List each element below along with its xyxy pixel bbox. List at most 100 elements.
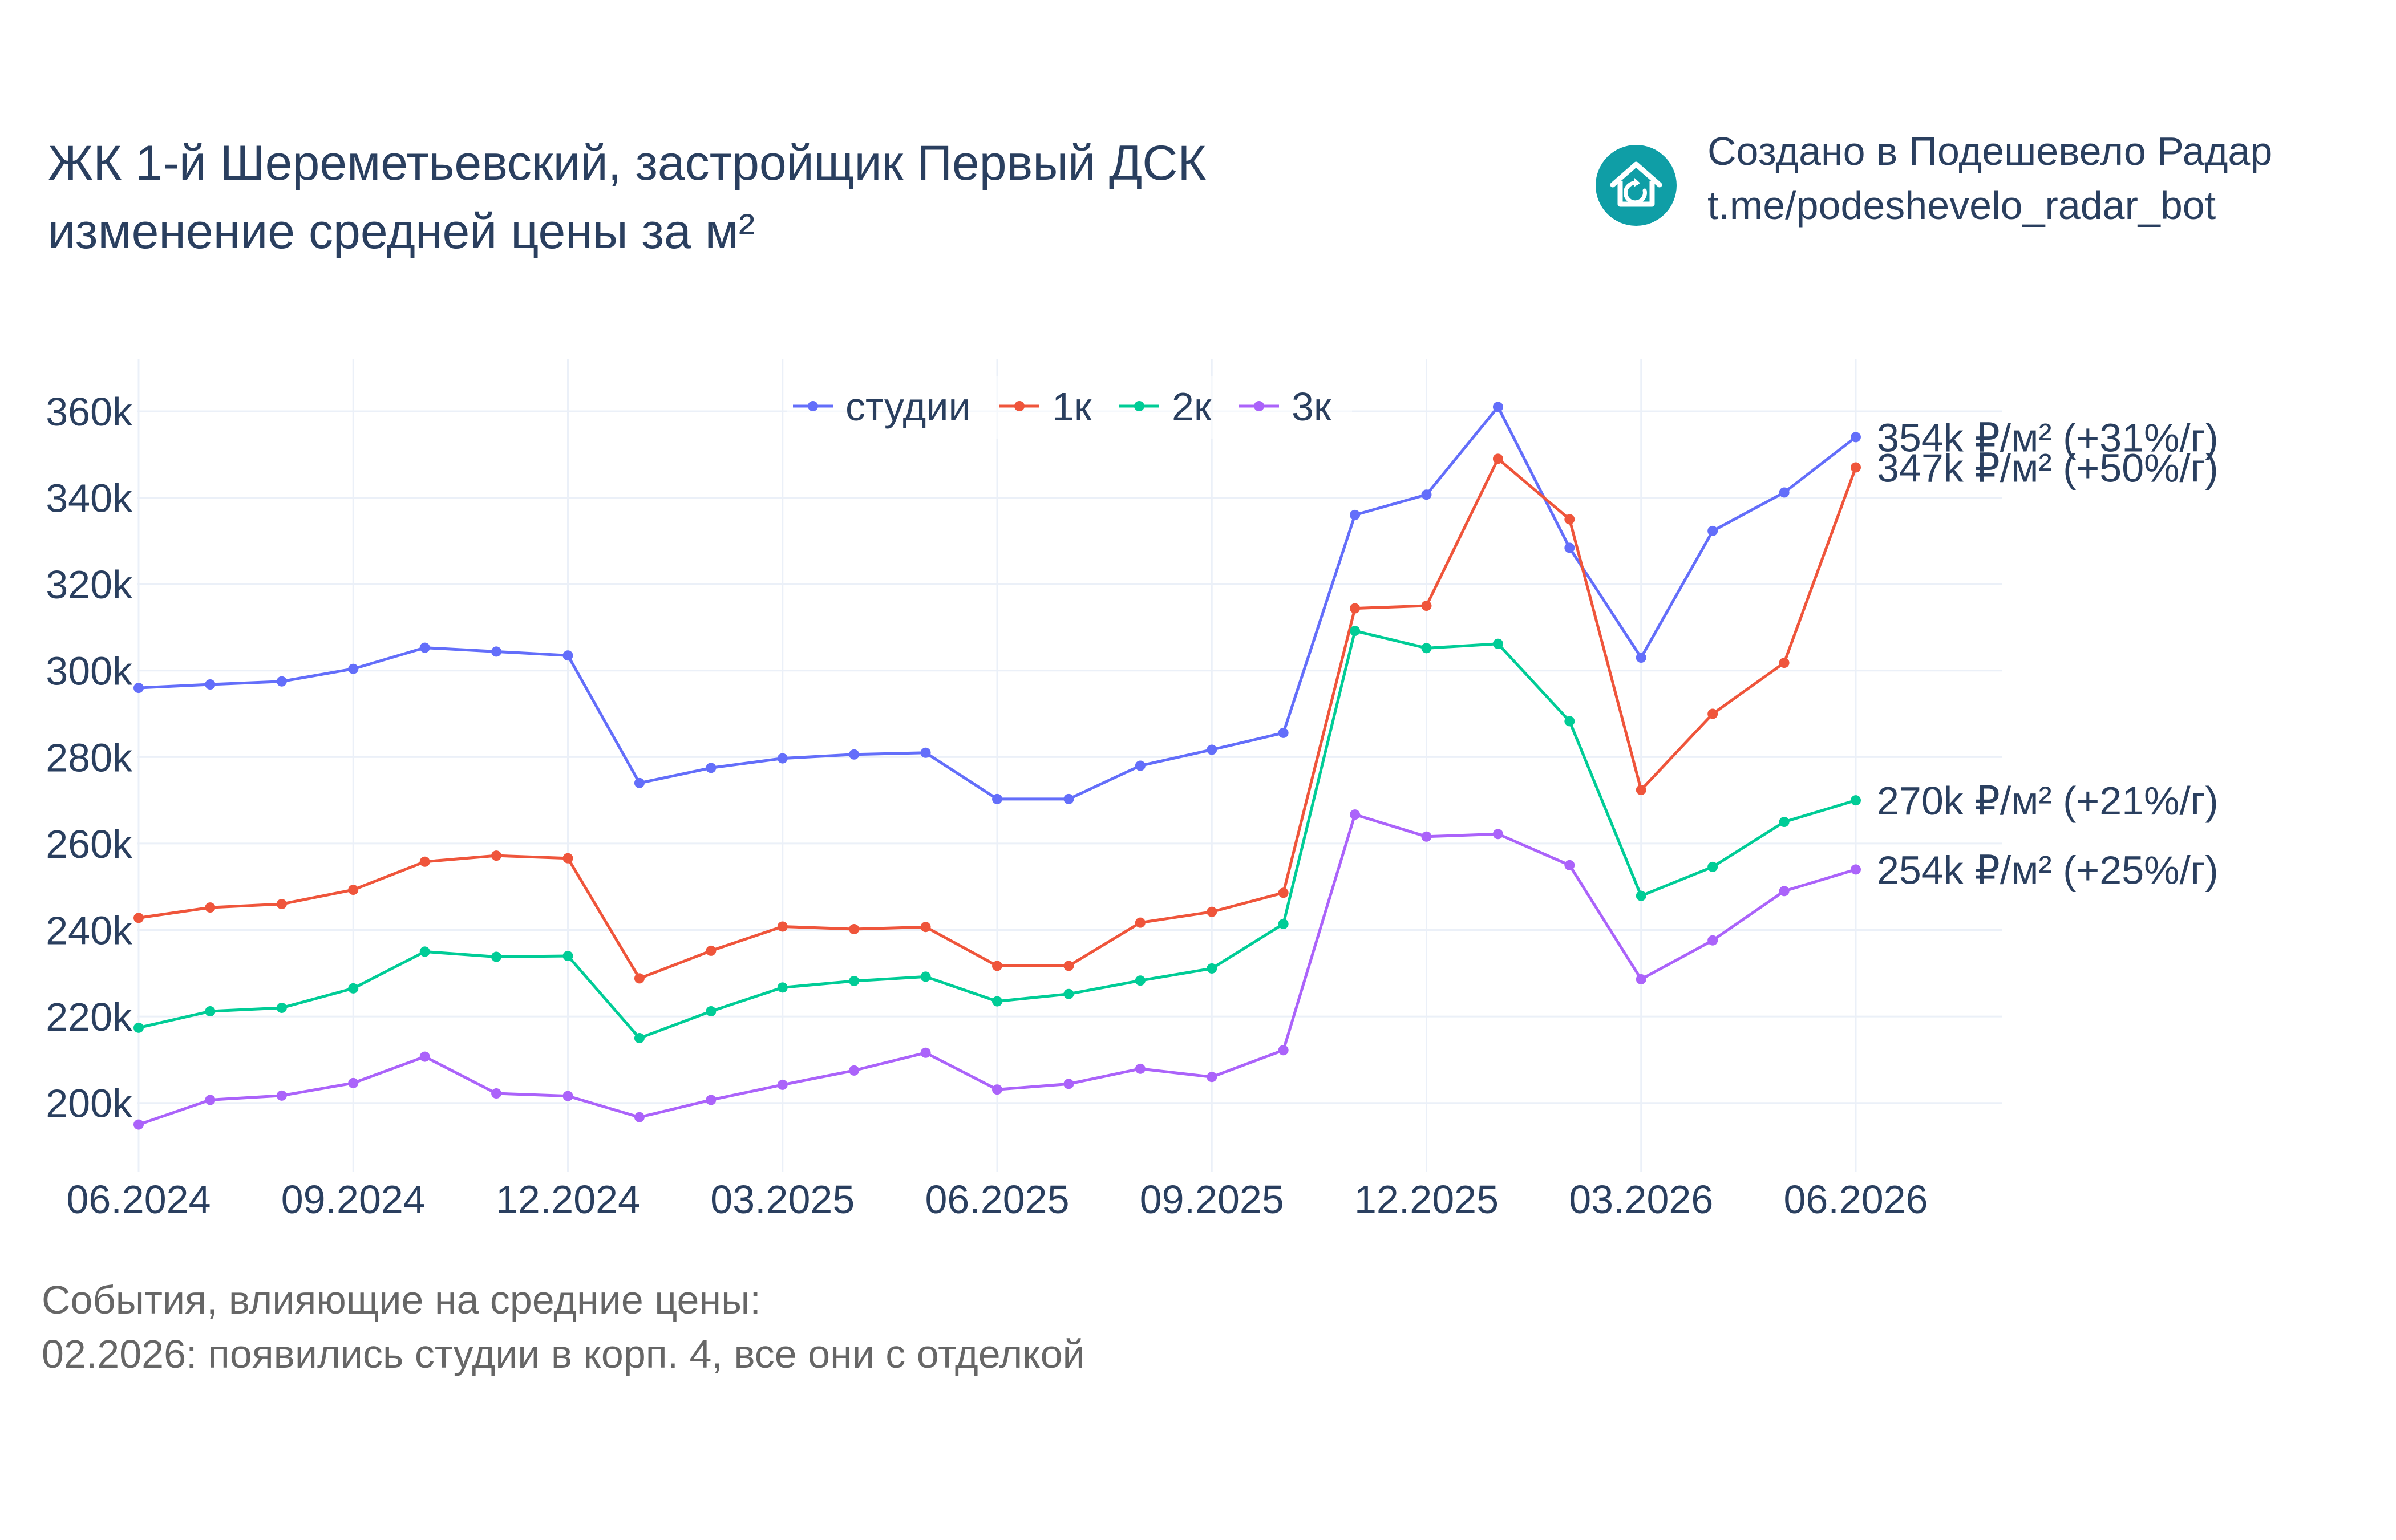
data-point bbox=[133, 683, 144, 694]
data-point bbox=[1063, 1079, 1074, 1089]
y-axis-ticks: 200k 220k 240k 260k 280k 300k 320k 340k 360k bbox=[46, 390, 133, 1126]
data-point bbox=[1492, 402, 1503, 412]
data-point bbox=[419, 946, 430, 957]
data-point bbox=[1851, 864, 1861, 875]
data-point bbox=[276, 899, 287, 910]
data-point bbox=[1636, 653, 1646, 663]
data-point bbox=[1564, 542, 1575, 553]
legend-label: 3к bbox=[1292, 384, 1331, 429]
data-point bbox=[992, 1084, 1002, 1095]
legend-item[interactable]: студии bbox=[793, 384, 971, 429]
x-tick-label: 09.2025 bbox=[1140, 1177, 1284, 1222]
data-point bbox=[1779, 487, 1790, 498]
title-line-1: ЖК 1-й Шереметьевский, застройщик Первый… bbox=[48, 136, 1207, 191]
y-tick-label: 260k bbox=[46, 822, 133, 866]
legend-marker bbox=[1134, 401, 1144, 411]
data-point bbox=[491, 951, 502, 962]
house-refresh-icon bbox=[1596, 145, 1677, 226]
legend[interactable]: студии 1к 2к 3к bbox=[787, 376, 1352, 439]
brand-line-1: Создано в Подешевело Радар bbox=[1707, 129, 2273, 173]
data-point bbox=[849, 749, 860, 760]
data-point bbox=[1207, 906, 1217, 917]
legend-item[interactable]: 2к bbox=[1119, 384, 1212, 429]
data-point bbox=[777, 982, 788, 993]
data-point bbox=[491, 646, 502, 657]
end-value-label: 354k ₽/м² (+31%/г) bbox=[1877, 415, 2219, 460]
data-point bbox=[1278, 918, 1289, 929]
data-point bbox=[1421, 489, 1432, 500]
data-point bbox=[920, 971, 931, 982]
legend-item[interactable]: 3к bbox=[1239, 384, 1331, 429]
data-point bbox=[419, 856, 430, 867]
legend-marker bbox=[1254, 401, 1264, 411]
data-point bbox=[419, 642, 430, 653]
data-point bbox=[1564, 716, 1575, 727]
data-point bbox=[1207, 963, 1217, 974]
legend-label: студии bbox=[845, 384, 971, 429]
x-tick-label: 12.2025 bbox=[1354, 1177, 1499, 1222]
x-tick-label: 12.2024 bbox=[496, 1177, 640, 1222]
data-point bbox=[1492, 453, 1503, 464]
data-point bbox=[706, 763, 717, 773]
data-point bbox=[706, 1006, 717, 1017]
series-2 bbox=[133, 626, 1861, 1044]
chart-title: ЖК 1-й Шереметьевский, застройщик Первый… bbox=[48, 129, 1206, 266]
data-point bbox=[1707, 708, 1718, 719]
legend-label: 2к bbox=[1172, 384, 1212, 429]
data-point bbox=[1707, 861, 1718, 872]
end-value-label: 347k ₽/м² (+50%/г) bbox=[1877, 445, 2219, 490]
data-point bbox=[1851, 432, 1861, 443]
x-tick-label: 06.2026 bbox=[1783, 1177, 1928, 1222]
data-point bbox=[634, 1112, 645, 1122]
y-tick-label: 280k bbox=[46, 735, 133, 780]
data-point bbox=[1135, 1063, 1146, 1074]
data-point bbox=[634, 777, 645, 788]
brand-link[interactable]: t.me/podeshevelo_radar_bot bbox=[1707, 183, 2216, 228]
data-point bbox=[920, 922, 931, 933]
data-point bbox=[634, 973, 645, 984]
data-point bbox=[1207, 744, 1217, 755]
data-point bbox=[849, 924, 860, 935]
data-point bbox=[276, 1002, 287, 1013]
data-point bbox=[1135, 917, 1146, 928]
data-point bbox=[205, 679, 216, 690]
data-point bbox=[920, 747, 931, 758]
data-point bbox=[1707, 525, 1718, 536]
data-point bbox=[1350, 809, 1361, 820]
series-lines bbox=[133, 402, 1861, 1130]
data-point bbox=[133, 1022, 144, 1033]
data-point bbox=[1207, 1072, 1217, 1083]
legend-marker bbox=[1014, 401, 1025, 411]
legend-item[interactable]: 1к bbox=[999, 384, 1092, 429]
data-point bbox=[1636, 974, 1646, 984]
data-point bbox=[1636, 784, 1646, 795]
series-1 bbox=[133, 453, 1861, 984]
x-axis-ticks: 06.2024 09.2024 12.2024 03.2025 06.2025 09.20… bbox=[66, 1177, 1928, 1222]
data-point bbox=[706, 945, 717, 956]
x-tick-label: 03.2025 bbox=[710, 1177, 855, 1222]
data-point bbox=[1851, 462, 1861, 473]
events-note: События, влияющие на средние цены: 02.20… bbox=[42, 1273, 1085, 1381]
data-point bbox=[1350, 626, 1361, 637]
data-point bbox=[1278, 1045, 1289, 1056]
data-point bbox=[1779, 817, 1790, 828]
data-point bbox=[348, 885, 359, 895]
data-point bbox=[562, 853, 573, 864]
data-point bbox=[276, 676, 287, 687]
data-point bbox=[992, 961, 1002, 971]
data-point bbox=[1350, 509, 1361, 520]
data-point bbox=[1421, 601, 1432, 611]
data-point bbox=[348, 983, 359, 994]
data-point bbox=[1492, 638, 1503, 649]
data-point bbox=[348, 1077, 359, 1088]
events-heading: События, влияющие на средние цены: bbox=[42, 1278, 761, 1322]
y-tick-label: 200k bbox=[46, 1081, 133, 1126]
data-point bbox=[419, 1051, 430, 1062]
brand-credit: Создано в Подешевело Радар t.me/podeshev… bbox=[1707, 124, 2272, 233]
y-tick-label: 320k bbox=[46, 562, 133, 607]
y-tick-label: 220k bbox=[46, 995, 133, 1039]
legend-label: 1к bbox=[1052, 384, 1092, 429]
data-point bbox=[562, 951, 573, 962]
event-item: 02.2026: появились студии в корп. 4, все… bbox=[42, 1332, 1085, 1376]
data-point bbox=[1063, 988, 1074, 999]
